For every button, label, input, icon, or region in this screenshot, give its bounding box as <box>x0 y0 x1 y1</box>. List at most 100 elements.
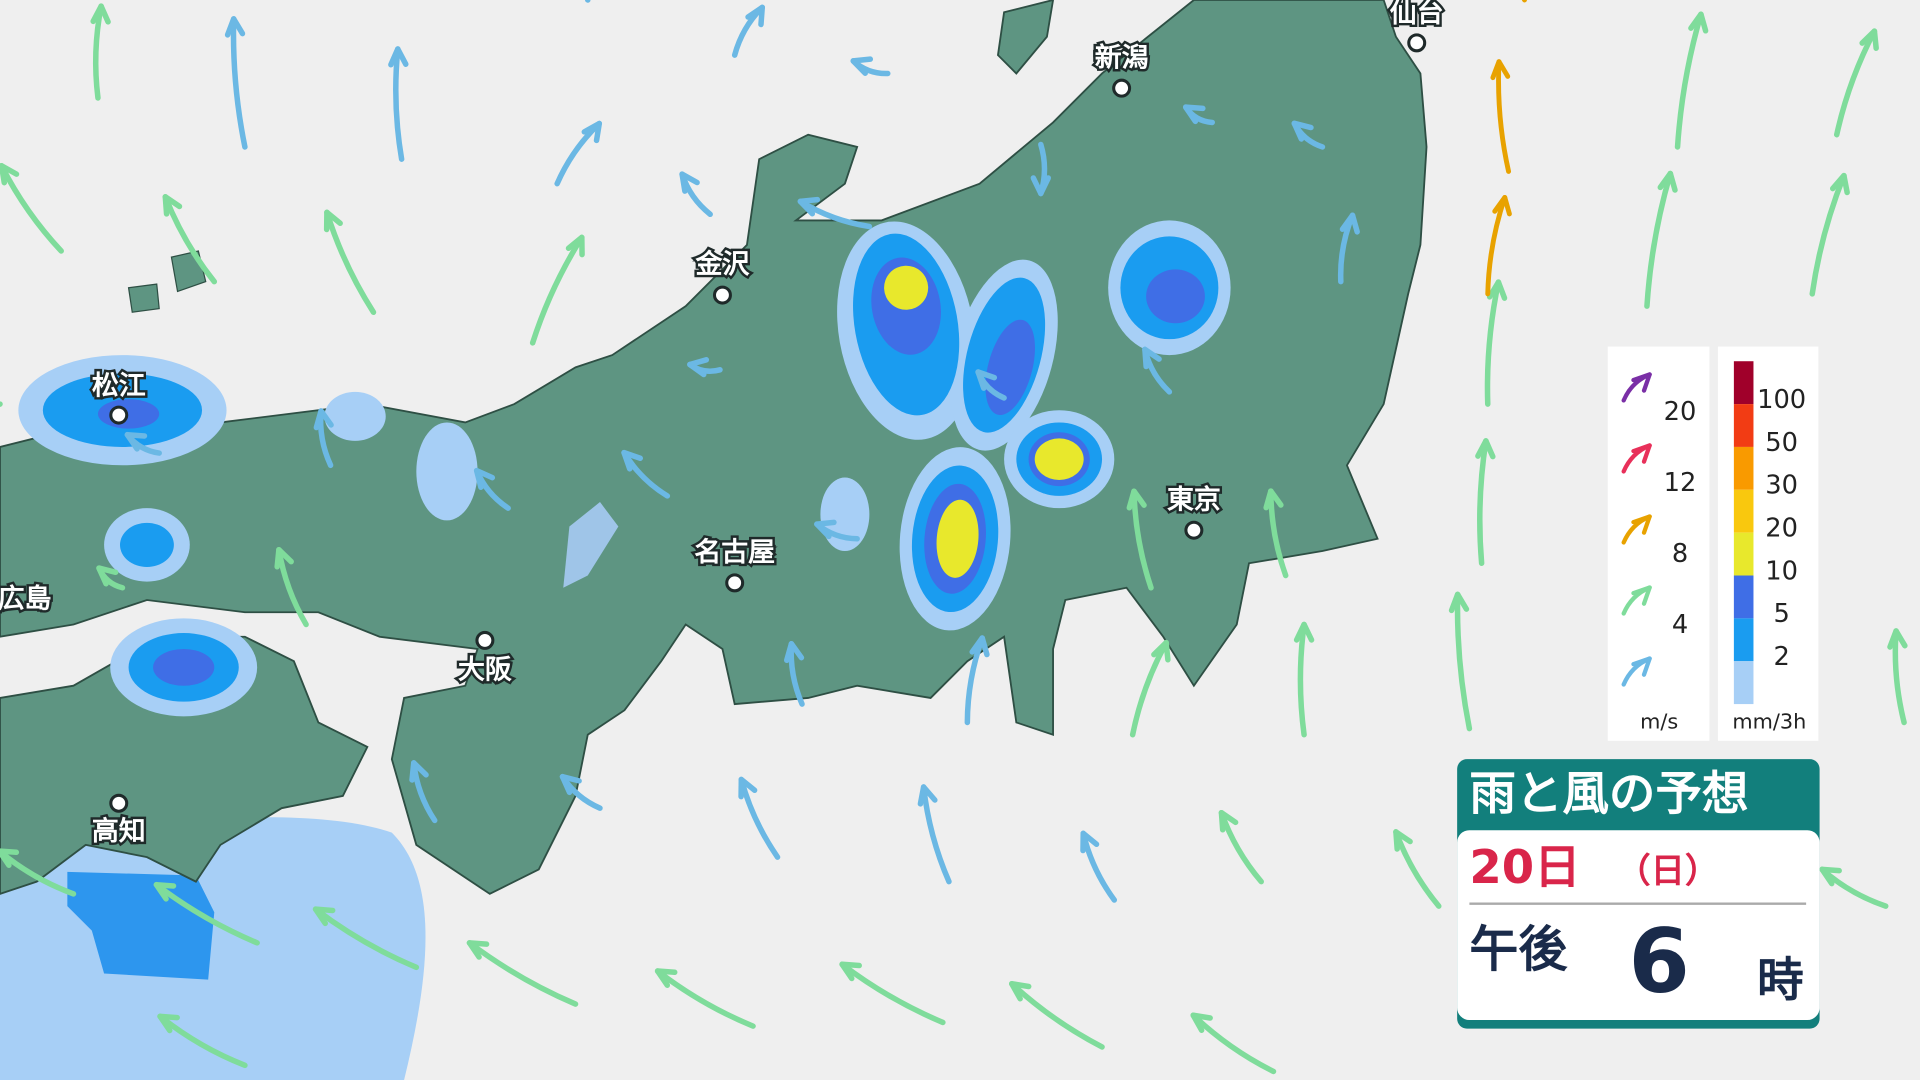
city-label: 新潟 <box>1095 41 1149 73</box>
rain-area <box>936 499 979 578</box>
city-dot <box>725 573 745 593</box>
wind-arrow-head <box>687 357 710 378</box>
city-label: 松江 <box>92 370 146 401</box>
wind-arrow-head <box>466 940 490 960</box>
city-dot <box>1407 33 1427 53</box>
rain-area <box>1034 438 1084 480</box>
period: 午後 <box>1469 921 1568 978</box>
wind-arrow-head <box>473 467 496 491</box>
city-dot <box>109 793 129 813</box>
wind-arrow-head <box>1486 279 1508 301</box>
panel-body <box>1457 830 1820 1020</box>
wind-arrow <box>1477 438 1489 567</box>
rain-legend-label: 100 <box>1757 385 1806 415</box>
wind-arrow <box>1454 591 1473 732</box>
wind-arrow-head <box>124 431 148 452</box>
wind-arrow-head <box>1631 514 1652 535</box>
rain-area <box>153 648 215 686</box>
rain-swatch <box>1733 575 1754 619</box>
island <box>996 0 1054 75</box>
wind-arrow-head <box>96 565 119 587</box>
rain-area <box>324 391 386 441</box>
wind-arrow-head <box>565 234 585 258</box>
wind-arrow <box>0 163 64 254</box>
wind-arrow <box>1809 172 1847 297</box>
wind-legend-label: 4 <box>1672 610 1688 640</box>
rain-swatch <box>1733 446 1754 490</box>
rain-swatch <box>1733 361 1754 405</box>
rain-swatch <box>1733 489 1754 533</box>
wind-arrow-head <box>679 171 700 194</box>
wind-arrow <box>1485 194 1508 297</box>
wind-arrow-head <box>1448 591 1470 614</box>
wind-arrow-head <box>917 784 938 807</box>
wind-arrow <box>1644 170 1674 309</box>
rain-swatch <box>1733 532 1754 576</box>
wind-arrow-head <box>1339 212 1360 235</box>
wind-arrow-head <box>274 546 294 570</box>
wind-arrow-head <box>1126 488 1147 511</box>
wind-arrow-head <box>1151 639 1171 663</box>
wind-arrow-head <box>850 56 874 76</box>
wind-arrow-head <box>1490 59 1511 81</box>
wind-arrow-head <box>1631 656 1652 677</box>
wind-arrow <box>1190 1012 1277 1075</box>
hour: 6 <box>1629 910 1690 1013</box>
wind-arrow-head <box>323 209 343 233</box>
wind-arrow <box>324 209 377 315</box>
wind-arrow-head <box>1142 346 1162 370</box>
rain-area <box>120 522 174 567</box>
rain-legend-label: 2 <box>1773 642 1789 672</box>
wind-arrow <box>466 940 579 1007</box>
legend: 20 12 8 4 100 50 30 20 10 5 2 <box>1621 361 1806 705</box>
wind-arrow-head <box>1475 438 1496 460</box>
wind-arrow <box>393 46 405 162</box>
wind-arrow-head <box>224 16 246 38</box>
wind-arrow-head <box>1291 120 1314 142</box>
wind-arrow-head <box>1631 585 1652 606</box>
wind-arrow <box>654 968 756 1029</box>
wind-arrow-head <box>1030 175 1052 197</box>
rain-legend-label: 30 <box>1765 471 1798 501</box>
wind-arrow <box>1009 980 1105 1050</box>
wind-arrow-head <box>654 968 678 988</box>
city-label: 金沢 <box>695 248 751 280</box>
wind-arrow-head <box>975 369 998 391</box>
city-label: 東京 <box>1167 483 1221 515</box>
wind-arrow-head <box>1293 621 1315 643</box>
lake <box>563 502 619 588</box>
city-label: 名古屋 <box>694 536 775 568</box>
wind-arrow-head <box>1190 1012 1213 1033</box>
city-label: 広島 <box>0 583 51 615</box>
wind-arrow-head <box>1182 104 1206 125</box>
wind-arrow <box>1297 621 1307 738</box>
wind-arrow-head <box>388 46 409 68</box>
wind-arrow-head <box>581 120 603 144</box>
wind-arrow <box>312 906 420 971</box>
rain-area <box>1146 269 1205 324</box>
rain-unit: mm/3h <box>1732 709 1806 733</box>
rain-area <box>884 265 929 310</box>
city-label: 高知 <box>92 815 146 847</box>
rain-legend-label: 10 <box>1765 556 1798 586</box>
wind-arrow-head <box>1631 372 1652 393</box>
wind-arrow <box>1484 279 1502 407</box>
wind-arrow-head <box>814 519 837 540</box>
wind-arrow-head <box>738 776 758 800</box>
rain-layer <box>18 220 1231 717</box>
wind-arrow-head <box>1688 11 1709 34</box>
wind-arrow-head <box>1009 980 1032 1002</box>
city-label: 仙台 <box>1390 0 1444 29</box>
wind-arrow-head <box>1393 829 1413 852</box>
wind-unit: m/s <box>1640 709 1678 733</box>
rain-swatch <box>1733 404 1754 447</box>
wind-arrow-head <box>969 635 990 658</box>
rain-legend-label: 20 <box>1765 513 1798 543</box>
wind-arrow-head <box>312 906 336 927</box>
wind-arrow <box>1674 11 1704 150</box>
rain-legend-label: 50 <box>1765 428 1798 458</box>
wind-arrow-head <box>1657 170 1678 193</box>
